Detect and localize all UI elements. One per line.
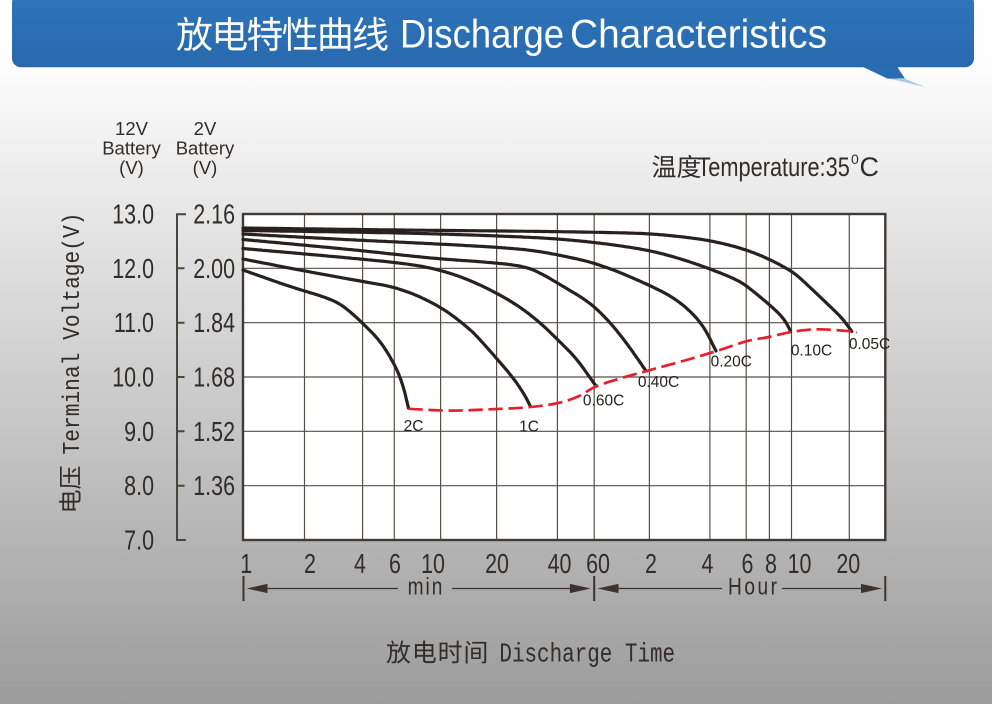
svg-text:Terminal Voltage(V): Terminal Voltage(V) [60, 213, 87, 455]
svg-text:1C: 1C [519, 418, 539, 435]
svg-text:min: min [408, 572, 443, 600]
svg-text:6: 6 [742, 550, 754, 580]
svg-text:Battery: Battery [176, 138, 235, 159]
svg-text:2V: 2V [194, 118, 217, 139]
svg-text:0.60C: 0.60C [583, 393, 624, 410]
svg-text:Characteristics: Characteristics [570, 13, 827, 57]
svg-text:0: 0 [851, 151, 859, 167]
svg-text:0.10C: 0.10C [791, 343, 832, 360]
svg-text:(V): (V) [119, 157, 144, 178]
svg-text:4: 4 [702, 550, 714, 580]
svg-text:10: 10 [421, 550, 445, 580]
svg-text:0.05C: 0.05C [849, 336, 890, 353]
svg-text:2: 2 [304, 550, 316, 580]
svg-text:2.00: 2.00 [193, 254, 235, 284]
svg-text:1.84: 1.84 [193, 309, 235, 339]
svg-text:10.0: 10.0 [112, 363, 154, 393]
svg-text:6: 6 [389, 550, 401, 580]
svg-text:1.52: 1.52 [193, 417, 235, 447]
svg-text:8: 8 [765, 550, 777, 580]
svg-text:13.0: 13.0 [112, 200, 154, 230]
svg-text:40: 40 [548, 550, 572, 580]
svg-text:Battery: Battery [102, 138, 161, 159]
svg-text:Discharge Time: Discharge Time [499, 640, 675, 670]
svg-text:1: 1 [240, 550, 252, 580]
svg-text:0.20C: 0.20C [711, 354, 752, 371]
svg-text:20: 20 [836, 550, 860, 580]
svg-text:1.68: 1.68 [193, 363, 235, 393]
svg-text:4: 4 [354, 550, 366, 580]
svg-text:2.16: 2.16 [193, 200, 235, 230]
svg-text:11.0: 11.0 [114, 309, 154, 339]
svg-text:60: 60 [586, 550, 610, 580]
svg-text:12V: 12V [115, 118, 149, 139]
svg-text:8.0: 8.0 [124, 472, 154, 502]
svg-text:C: C [860, 152, 880, 182]
svg-text:Discharge: Discharge [400, 13, 564, 57]
svg-text:12.0: 12.0 [112, 254, 154, 284]
svg-text:10: 10 [788, 550, 812, 580]
svg-text:9.0: 9.0 [124, 417, 154, 447]
svg-text:Temperature:35: Temperature:35 [697, 152, 849, 182]
svg-text:2: 2 [645, 550, 657, 580]
svg-text:(V): (V) [193, 157, 218, 178]
svg-text:2C: 2C [404, 418, 424, 435]
svg-text:20: 20 [485, 550, 509, 580]
svg-text:0.40C: 0.40C [638, 374, 679, 391]
svg-text:7.0: 7.0 [124, 526, 154, 556]
svg-text:1.36: 1.36 [193, 472, 235, 502]
